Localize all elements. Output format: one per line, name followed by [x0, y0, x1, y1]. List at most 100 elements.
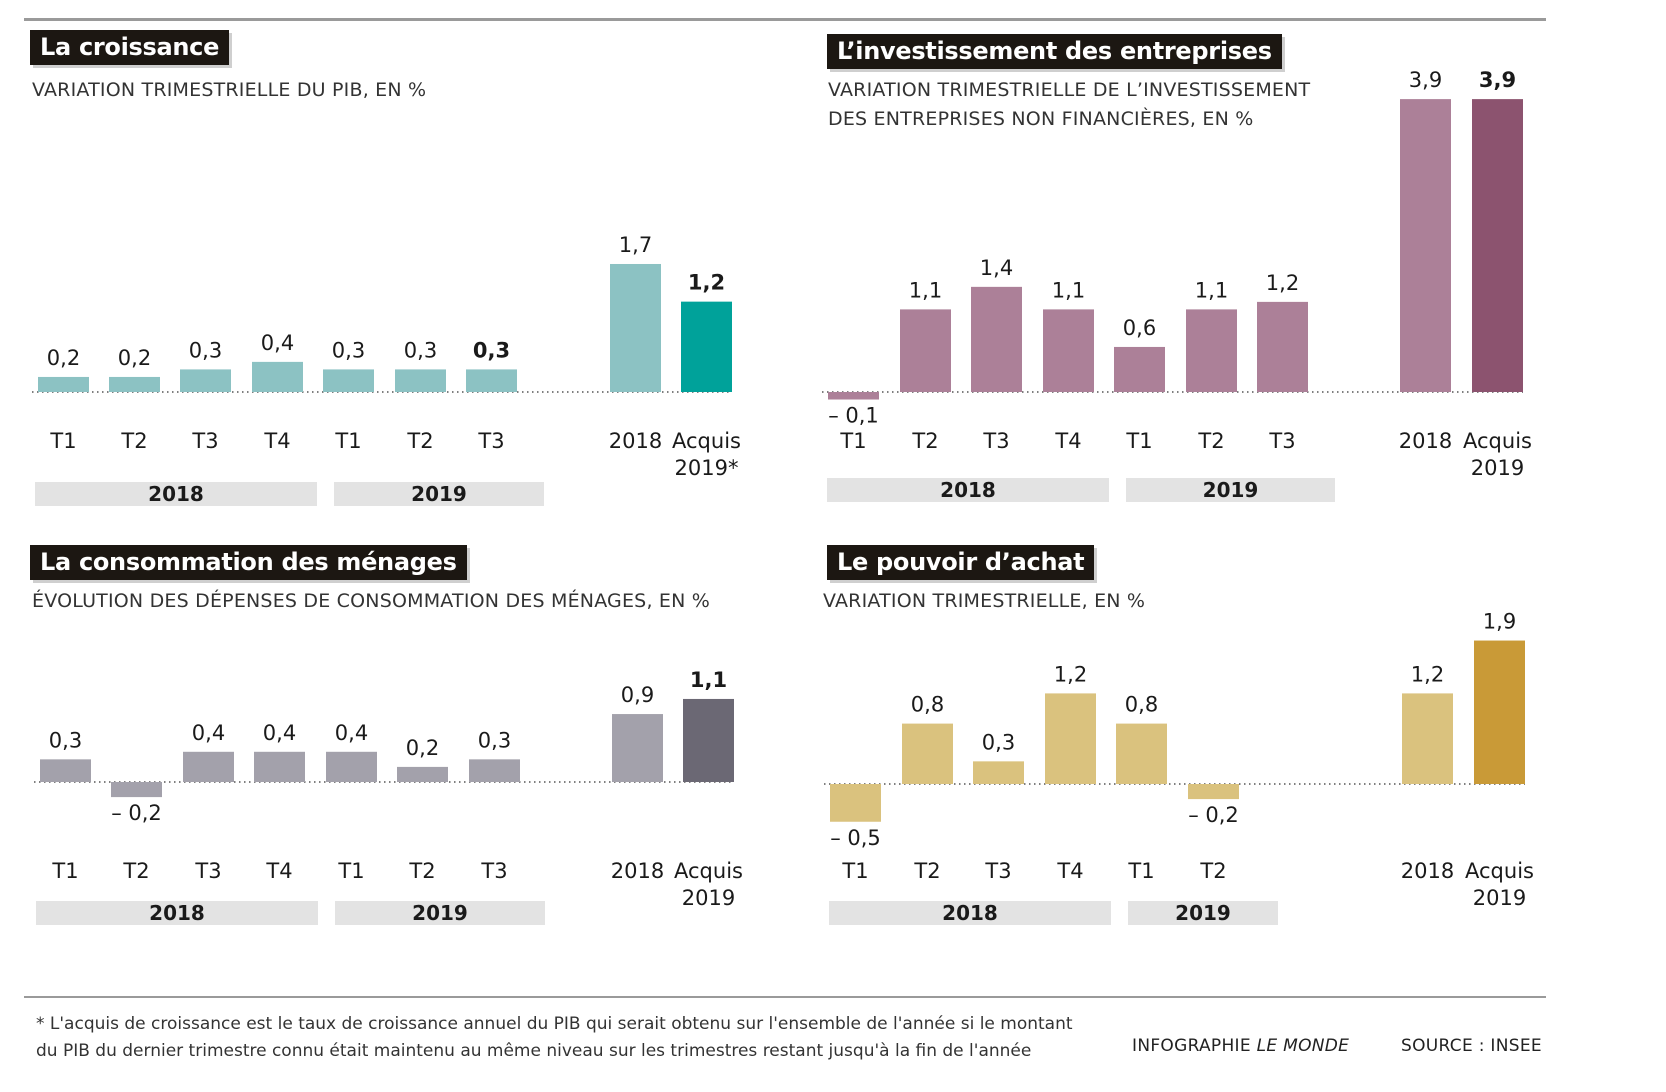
category-label-8: 2019 [1471, 456, 1524, 480]
bar-3 [1043, 309, 1094, 392]
bar-1 [109, 376, 160, 392]
subtitle-line: VARIATION TRIMESTRIELLE DE L’INVESTISSEM… [828, 79, 1311, 101]
value-label-4: 0,4 [335, 721, 368, 745]
category-label-4: T1 [334, 429, 361, 453]
year-group-band [827, 478, 1109, 502]
category-label-6: T3 [477, 429, 504, 453]
chart-subtitle-consommation: ÉVOLUTION DES DÉPENSES DE CONSOMMATION D… [32, 587, 710, 616]
category-label-7: 2018 [611, 859, 664, 883]
bar-0 [38, 376, 89, 392]
footnote: * L'acquis de croissance est le taux de … [36, 1011, 1073, 1065]
footnote-line: du PIB du dernier trimestre connu était … [36, 1041, 1032, 1061]
value-label-6: 0,3 [478, 728, 511, 752]
value-label-2: 0,3 [982, 730, 1015, 754]
value-label-4: 0,3 [332, 338, 365, 362]
value-label-5: 1,1 [1195, 278, 1228, 302]
category-label-8: Acquis [1463, 429, 1532, 453]
category-label-4: T1 [337, 859, 364, 883]
bar-6 [469, 759, 520, 782]
category-label-5: T2 [1197, 429, 1224, 453]
category-label-7: 2018 [609, 429, 662, 453]
year-group-band [36, 901, 318, 925]
category-label-3: T4 [1056, 859, 1083, 883]
value-label-8: 1,2 [688, 271, 725, 295]
value-label-1: 1,1 [909, 278, 942, 302]
credit-outlet: LE MONDE [1256, 1036, 1350, 1056]
bar-2 [971, 286, 1022, 392]
year-group-label: 2018 [942, 901, 998, 925]
category-label-6: T3 [1268, 429, 1295, 453]
category-label-8: 2019 [682, 886, 735, 910]
value-label-1: 0,8 [911, 693, 944, 717]
value-label-7: 1,7 [619, 233, 652, 257]
category-label-0: T1 [839, 429, 866, 453]
bar-3 [254, 751, 305, 782]
subtitle-line: VARIATION TRIMESTRIELLE, EN % [823, 590, 1146, 612]
category-label-4: T1 [1125, 429, 1152, 453]
category-label-0: T1 [49, 429, 76, 453]
bar-8 [681, 301, 732, 392]
category-label-6: T3 [480, 859, 507, 883]
value-label-2: 0,3 [189, 338, 222, 362]
chart-title-investissement: L’investissement des entreprises [827, 34, 1282, 69]
year-group-band [1126, 478, 1335, 502]
value-label-3: 1,2 [1054, 662, 1087, 686]
category-label-5: T2 [1199, 859, 1226, 883]
footnote-line: * L'acquis de croissance est le taux de … [36, 1014, 1073, 1034]
bar-1 [902, 723, 953, 784]
value-label-6: 1,2 [1411, 662, 1444, 686]
bar-5 [397, 766, 448, 782]
year-group-band [335, 901, 545, 925]
year-group-label: 2019 [1175, 901, 1231, 925]
value-label-8: 1,1 [690, 668, 727, 692]
category-label-7: 2019 [1473, 886, 1526, 910]
value-label-3: 0,4 [263, 721, 296, 745]
chart-title-croissance: La croissance [30, 30, 230, 65]
value-label-7: 0,9 [621, 683, 654, 707]
subtitle-line: ÉVOLUTION DES DÉPENSES DE CONSOMMATION D… [32, 590, 711, 612]
bar-3 [252, 361, 303, 392]
category-label-3: T4 [1054, 429, 1081, 453]
value-label-0: – 0,5 [830, 826, 881, 850]
category-label-6: 2018 [1401, 859, 1454, 883]
bar-0 [40, 759, 91, 782]
chart-subtitle-croissance: VARIATION TRIMESTRIELLE DU PIB, EN % [32, 76, 426, 105]
value-label-6: 0,3 [473, 338, 510, 362]
category-label-1: T2 [911, 429, 938, 453]
bar-1 [111, 782, 162, 798]
category-label-1: T2 [913, 859, 940, 883]
bar-3 [1045, 693, 1096, 784]
category-label-0: T1 [51, 859, 78, 883]
year-group-band [1128, 901, 1278, 925]
year-group-band [829, 901, 1111, 925]
value-label-3: 0,4 [261, 331, 294, 355]
value-label-5: – 0,2 [1188, 803, 1239, 827]
value-label-1: 0,2 [118, 346, 151, 370]
year-group-label: 2019 [1203, 478, 1259, 502]
value-label-1: – 0,2 [111, 801, 162, 825]
value-label-6: 1,2 [1266, 271, 1299, 295]
value-label-7: 3,9 [1409, 68, 1442, 92]
chart-subtitle-investissement: VARIATION TRIMESTRIELLE DE L’INVESTISSEM… [828, 76, 1310, 134]
value-label-0: 0,2 [47, 346, 80, 370]
category-label-5: T2 [408, 859, 435, 883]
bar-7 [610, 263, 661, 392]
category-label-8: 2019* [675, 456, 739, 480]
bar-6 [1402, 693, 1453, 784]
bar-7 [1474, 640, 1525, 784]
credit: INFOGRAPHIE LE MONDE [1132, 1036, 1349, 1056]
value-label-7: 1,9 [1483, 610, 1516, 634]
value-label-5: 0,2 [406, 736, 439, 760]
bar-2 [183, 751, 234, 782]
bar-8 [1472, 99, 1523, 393]
bar-5 [1186, 309, 1237, 392]
value-label-5: 0,3 [404, 338, 437, 362]
category-label-7: 2018 [1399, 429, 1452, 453]
category-label-1: T2 [120, 429, 147, 453]
year-group-label: 2018 [149, 901, 205, 925]
bar-0 [828, 392, 879, 400]
bar-0 [830, 784, 881, 822]
source: SOURCE : INSEE [1401, 1036, 1542, 1056]
